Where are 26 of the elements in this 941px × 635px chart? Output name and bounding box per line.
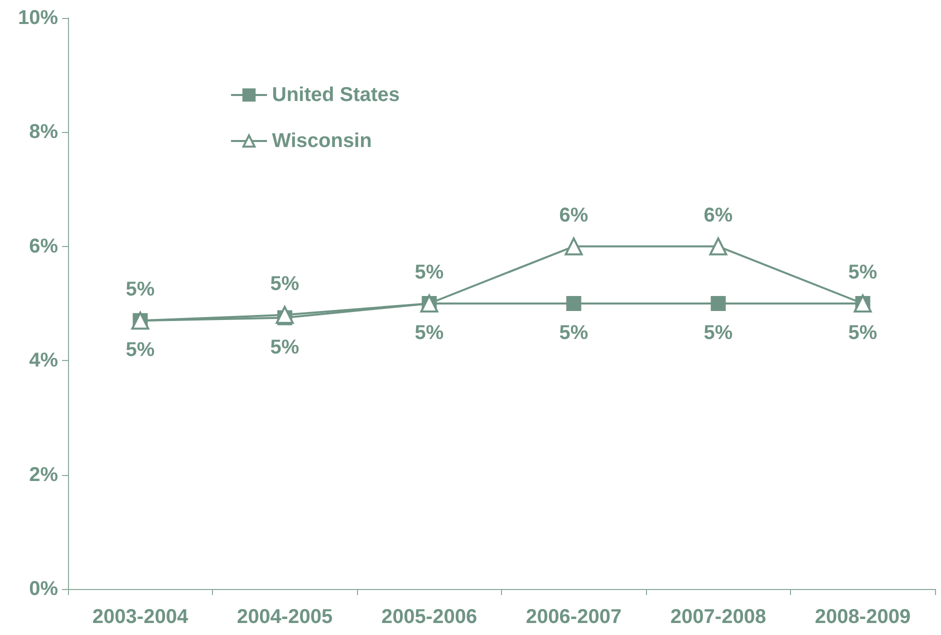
data-label: 6% [704, 204, 733, 226]
y-tick-label: 6% [29, 235, 58, 258]
data-label: 5% [848, 322, 878, 344]
data-label: 6% [559, 204, 588, 226]
y-tick-label: 10% [18, 7, 58, 29]
data-label: 5% [559, 322, 588, 344]
legend-label: Wisconsin [272, 130, 372, 152]
data-label: 5% [414, 322, 444, 344]
data-label: 5% [704, 322, 733, 344]
y-tick-label: 0% [29, 578, 58, 600]
data-label: 5% [270, 272, 300, 295]
x-tick-label: 2006-2007 [526, 606, 622, 628]
data-label: 5% [270, 336, 300, 358]
y-tick-label: 4% [29, 350, 58, 372]
data-label: 5% [848, 262, 878, 284]
y-tick-label: 8% [29, 121, 58, 144]
data-label: 5% [414, 262, 444, 284]
y-tick-label: 2% [29, 464, 58, 486]
data-label: 5% [126, 278, 155, 301]
legend-label: United States [272, 84, 400, 106]
x-tick-label: 2008-2009 [814, 606, 911, 628]
x-tick-label: 2007-2008 [670, 606, 766, 628]
x-tick-label: 2004-2005 [236, 606, 333, 628]
x-tick-label: 2003-2004 [92, 606, 189, 628]
x-tick-label: 2005-2006 [381, 606, 478, 628]
data-label: 5% [126, 339, 155, 362]
